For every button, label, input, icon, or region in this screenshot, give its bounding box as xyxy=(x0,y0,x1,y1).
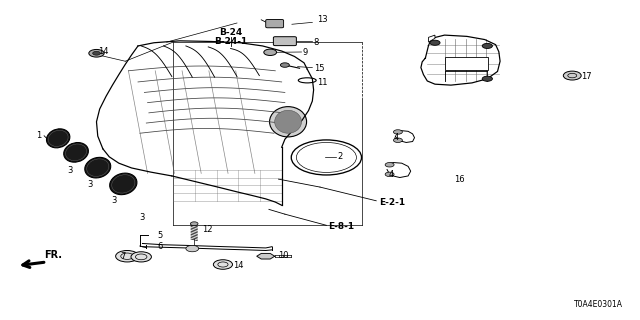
Circle shape xyxy=(394,130,403,134)
FancyBboxPatch shape xyxy=(445,57,488,70)
Circle shape xyxy=(89,50,104,57)
Ellipse shape xyxy=(87,159,109,176)
Text: 1: 1 xyxy=(36,131,41,140)
Ellipse shape xyxy=(65,144,86,161)
Circle shape xyxy=(190,222,198,226)
Text: 13: 13 xyxy=(317,15,328,24)
Polygon shape xyxy=(257,253,275,259)
Ellipse shape xyxy=(109,173,137,195)
Circle shape xyxy=(213,260,232,269)
Text: 8: 8 xyxy=(314,38,319,47)
Circle shape xyxy=(131,252,152,262)
Text: 17: 17 xyxy=(581,72,592,81)
Circle shape xyxy=(116,251,139,262)
Text: E-8-1: E-8-1 xyxy=(328,222,354,231)
Ellipse shape xyxy=(112,175,135,193)
Circle shape xyxy=(280,63,289,67)
Ellipse shape xyxy=(64,142,88,162)
Ellipse shape xyxy=(84,157,111,178)
FancyBboxPatch shape xyxy=(273,37,296,46)
Text: 7: 7 xyxy=(120,252,126,261)
Text: 4: 4 xyxy=(389,170,394,179)
Circle shape xyxy=(385,163,394,167)
Text: 3: 3 xyxy=(111,196,117,205)
Text: E-2-1: E-2-1 xyxy=(379,197,405,206)
Ellipse shape xyxy=(48,130,68,147)
Circle shape xyxy=(482,76,492,81)
Circle shape xyxy=(482,44,492,49)
Text: 12: 12 xyxy=(202,225,213,234)
Text: 6: 6 xyxy=(157,242,163,251)
Text: 10: 10 xyxy=(278,251,289,260)
Text: 11: 11 xyxy=(317,78,328,87)
Text: 4: 4 xyxy=(394,132,399,141)
Circle shape xyxy=(186,245,198,252)
Circle shape xyxy=(394,138,403,142)
Text: 16: 16 xyxy=(454,175,465,184)
Circle shape xyxy=(385,172,394,177)
Circle shape xyxy=(430,40,440,45)
Ellipse shape xyxy=(275,110,301,133)
Text: T0A4E0301A: T0A4E0301A xyxy=(574,300,623,309)
Text: B-24-1: B-24-1 xyxy=(214,37,247,46)
Text: 15: 15 xyxy=(314,64,324,73)
Text: 14: 14 xyxy=(233,261,244,270)
Ellipse shape xyxy=(47,129,70,148)
Text: 2: 2 xyxy=(337,152,342,161)
Ellipse shape xyxy=(269,107,307,137)
Polygon shape xyxy=(429,35,435,42)
Text: 3: 3 xyxy=(88,180,93,189)
Circle shape xyxy=(563,71,581,80)
Text: 5: 5 xyxy=(157,231,163,240)
Text: 9: 9 xyxy=(303,48,308,57)
FancyBboxPatch shape xyxy=(266,20,284,28)
Circle shape xyxy=(264,49,276,55)
Text: FR.: FR. xyxy=(44,250,62,260)
Text: B-24: B-24 xyxy=(219,28,242,37)
Text: 3: 3 xyxy=(140,213,145,222)
Text: 3: 3 xyxy=(67,166,72,175)
Circle shape xyxy=(93,51,100,55)
Text: 14: 14 xyxy=(98,47,108,56)
